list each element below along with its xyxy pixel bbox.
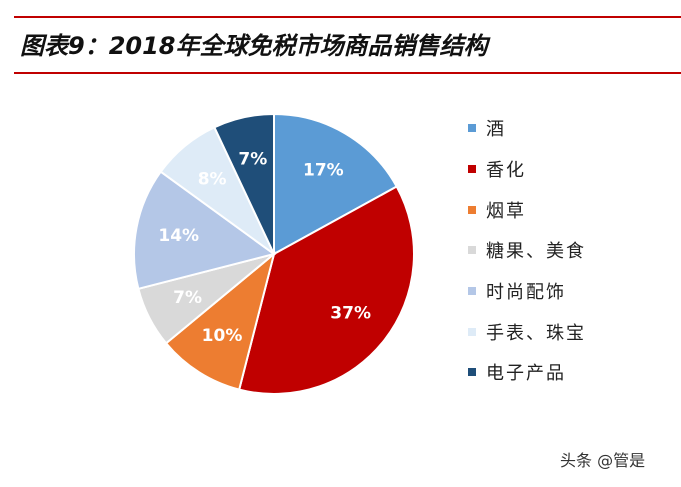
legend-swatch [468, 327, 476, 336]
pie-slice [133, 170, 277, 291]
legend-label: 酒 [486, 119, 506, 141]
chart-legend: 酒香化烟草糖果、美食时尚配饰手表、珠宝电子产品 [468, 108, 586, 393]
top-rule [14, 16, 681, 18]
legend-swatch [468, 246, 476, 255]
legend-swatch [468, 124, 476, 133]
legend-label: 糖果、美食 [486, 241, 586, 263]
legend-label: 时尚配饰 [486, 282, 566, 304]
legend-item: 酒 [468, 108, 586, 149]
legend-swatch [468, 205, 476, 214]
pie-slice [237, 185, 415, 395]
legend-swatch [468, 287, 476, 296]
chart-title: 图表9：2018年全球免税市场商品销售结构 [20, 32, 488, 60]
pie-slice [273, 112, 399, 256]
legend-item: 时尚配饰 [468, 271, 586, 312]
legend-label: 电子产品 [486, 363, 566, 385]
watermark: 头条 @管是 [560, 451, 646, 470]
legend-label: 烟草 [486, 200, 526, 222]
slice-data-label: 7% [173, 288, 202, 308]
legend-swatch [468, 165, 476, 174]
pie-slice [213, 112, 275, 255]
legend-swatch [468, 368, 476, 377]
legend-item: 手表、珠宝 [468, 311, 586, 352]
slice-data-label: 10% [202, 326, 243, 346]
pie-slice [164, 251, 276, 391]
slice-data-label: 7% [238, 149, 267, 169]
legend-item: 烟草 [468, 189, 586, 230]
legend-item: 糖果、美食 [468, 230, 586, 271]
slice-data-label: 37% [330, 303, 371, 323]
slice-data-label: 8% [198, 169, 227, 189]
legend-item: 电子产品 [468, 352, 586, 393]
title-rule [14, 72, 681, 74]
slice-data-label: 14% [158, 226, 199, 246]
legend-label: 手表、珠宝 [486, 322, 586, 344]
slice-data-label: 17% [303, 161, 344, 181]
legend-item: 香化 [468, 149, 586, 190]
legend-label: 香化 [486, 160, 526, 182]
